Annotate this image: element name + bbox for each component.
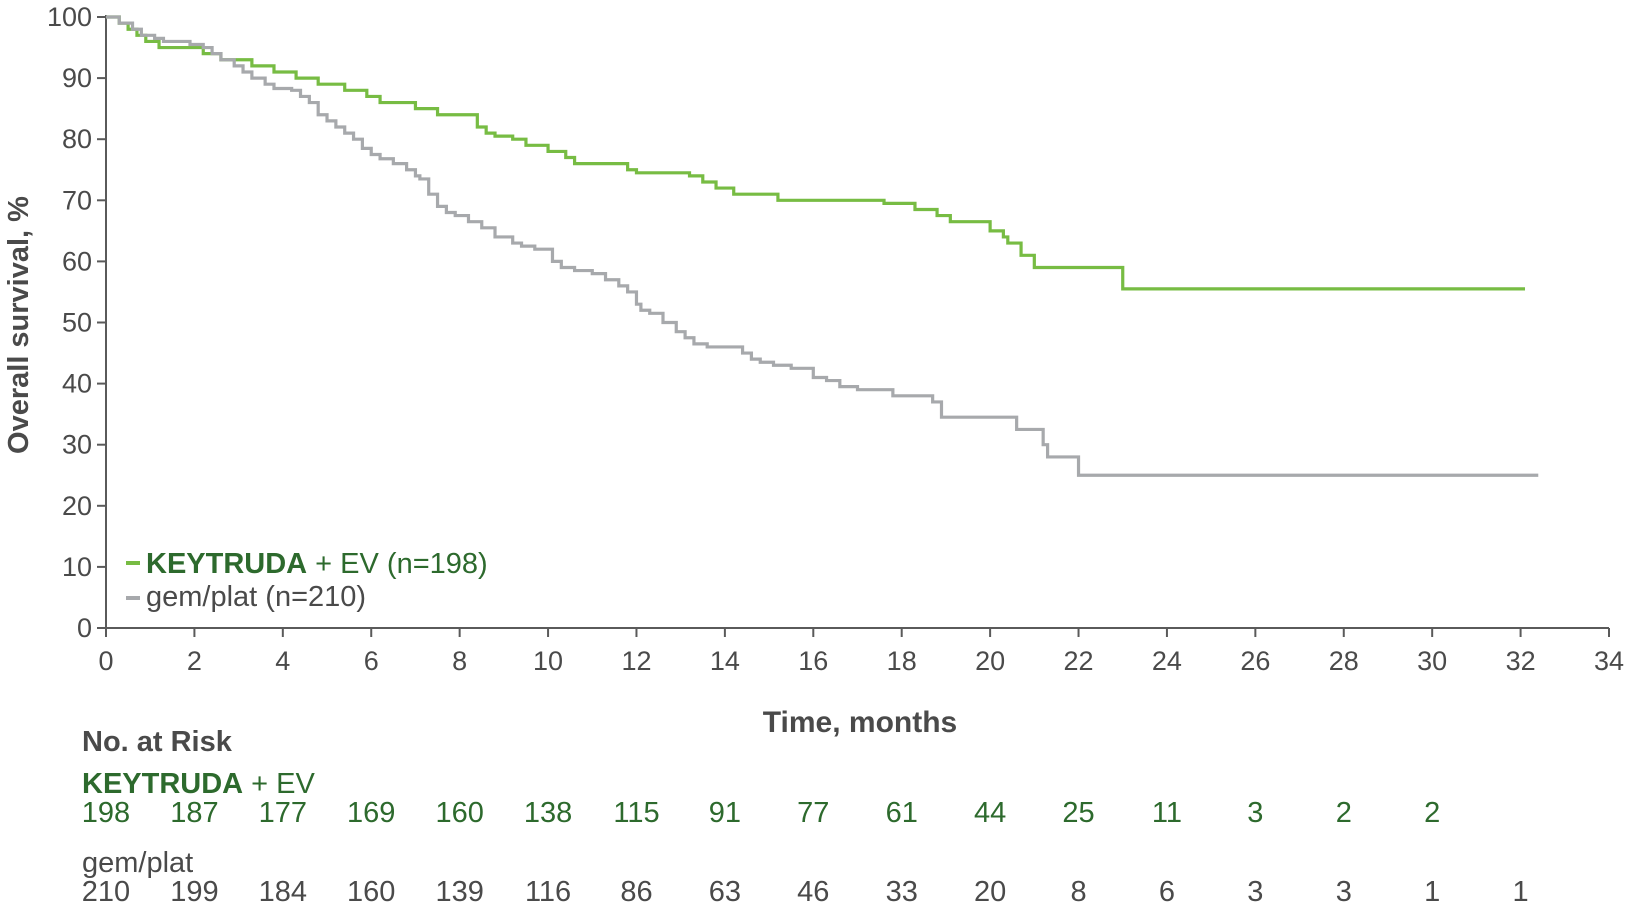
y-tick-label: 20	[62, 491, 92, 521]
y-tick-label: 70	[62, 185, 92, 215]
risk-count: 138	[524, 797, 572, 829]
x-tick-label: 24	[1152, 646, 1182, 676]
y-tick-label: 10	[62, 552, 92, 582]
risk-count: 160	[347, 876, 395, 908]
x-tick-label: 0	[98, 646, 113, 676]
x-tick-label: 34	[1594, 646, 1624, 676]
risk-count: 169	[347, 797, 395, 829]
axes	[105, 15, 1609, 629]
x-tick-label: 10	[533, 646, 563, 676]
legend: KEYTRUDA + EV (n=198) gem/plat (n=210)	[126, 548, 488, 613]
x-axis-ticks: 0 2 4 6 8 10 12 14 16 18 20 22 24 26 28 30 32 34	[98, 628, 1624, 676]
x-tick-label: 6	[364, 646, 379, 676]
x-tick-label: 8	[452, 646, 467, 676]
x-tick-label: 28	[1329, 646, 1359, 676]
risk-count: 61	[886, 797, 918, 829]
y-axis-label: Overall survival, %	[3, 196, 35, 454]
x-tick-label: 4	[275, 646, 290, 676]
risk-count: 177	[259, 797, 307, 829]
risk-count: 2	[1424, 797, 1440, 829]
risk-count: 86	[620, 876, 652, 908]
legend-label-keytruda-ev-rest: + EV (n=198)	[307, 548, 488, 580]
risk-count: 199	[170, 876, 218, 908]
y-tick-label: 50	[62, 308, 92, 338]
risk-count: 44	[974, 797, 1006, 829]
risk-count: 63	[709, 876, 741, 908]
x-tick-label: 22	[1064, 646, 1094, 676]
risk-count: 91	[709, 797, 741, 829]
x-tick-label: 12	[621, 646, 651, 676]
y-tick-label: 60	[62, 246, 92, 276]
x-axis-label: Time, months	[763, 706, 957, 739]
risk-count: 8	[1070, 876, 1086, 908]
y-axis-ticks: 0 10 20 30 40 50 60 70 80 90 100	[47, 2, 106, 643]
risk-count: 160	[435, 797, 483, 829]
risk-count: 3	[1247, 797, 1263, 829]
risk-row-label-keytruda-ev: KEYTRUDA + EV	[82, 768, 316, 800]
series-line-gem-plat	[106, 15, 1539, 477]
risk-count: 2	[1336, 797, 1352, 829]
survival-curves	[106, 15, 1539, 477]
x-tick-label: 20	[975, 646, 1005, 676]
y-tick-label: 90	[62, 63, 92, 93]
risk-row-label-gem-plat: gem/plat	[82, 847, 193, 879]
y-tick-label: 40	[62, 369, 92, 399]
risk-count: 3	[1336, 876, 1352, 908]
risk-count: 139	[435, 876, 483, 908]
risk-row-gem-plat: 210 199 184 160 139 116 86 63 46 33 20 8 6 3 3 1 1	[82, 876, 1529, 908]
risk-count: 1	[1424, 876, 1440, 908]
legend-label-keytruda-ev: KEYTRUDA + EV (n=198)	[146, 548, 488, 580]
risk-table: No. at Risk KEYTRUDA + EV 198 187 177 169 16…	[82, 726, 1529, 908]
risk-count: 20	[974, 876, 1006, 908]
risk-count: 1	[1513, 876, 1529, 908]
x-tick-label: 16	[798, 646, 828, 676]
x-tick-label: 14	[710, 646, 740, 676]
y-tick-label: 0	[77, 613, 92, 643]
risk-count: 187	[170, 797, 218, 829]
x-tick-label: 18	[887, 646, 917, 676]
risk-row-label-keytruda-bold: KEYTRUDA	[82, 768, 243, 800]
x-tick-label: 30	[1417, 646, 1447, 676]
y-tick-label: 80	[62, 124, 92, 154]
y-tick-label: 100	[47, 2, 92, 32]
risk-count: 184	[259, 876, 307, 908]
series-line-keytruda-ev	[106, 15, 1526, 291]
risk-count: 25	[1062, 797, 1094, 829]
risk-count: 115	[613, 797, 659, 829]
risk-count: 77	[797, 797, 829, 829]
x-tick-label: 26	[1240, 646, 1270, 676]
risk-count: 33	[886, 876, 918, 908]
risk-row-label-keytruda-rest: + EV	[243, 768, 315, 800]
risk-row-keytruda-ev: 198 187 177 169 160 138 115 91 77 61 44 25 11 3 2 2	[82, 797, 1440, 829]
risk-count: 11	[1152, 797, 1182, 829]
risk-count: 46	[797, 876, 829, 908]
risk-count: 3	[1247, 876, 1263, 908]
y-tick-label: 30	[62, 430, 92, 460]
risk-table-title: No. at Risk	[82, 726, 233, 758]
legend-label-gem-plat: gem/plat (n=210)	[146, 581, 366, 613]
risk-count: 6	[1159, 876, 1175, 908]
risk-count: 210	[82, 876, 130, 908]
legend-label-keytruda-ev-bold: KEYTRUDA	[146, 548, 307, 580]
risk-count: 116	[525, 876, 571, 908]
risk-count: 198	[82, 797, 130, 829]
x-tick-label: 2	[187, 646, 202, 676]
x-tick-label: 32	[1506, 646, 1536, 676]
